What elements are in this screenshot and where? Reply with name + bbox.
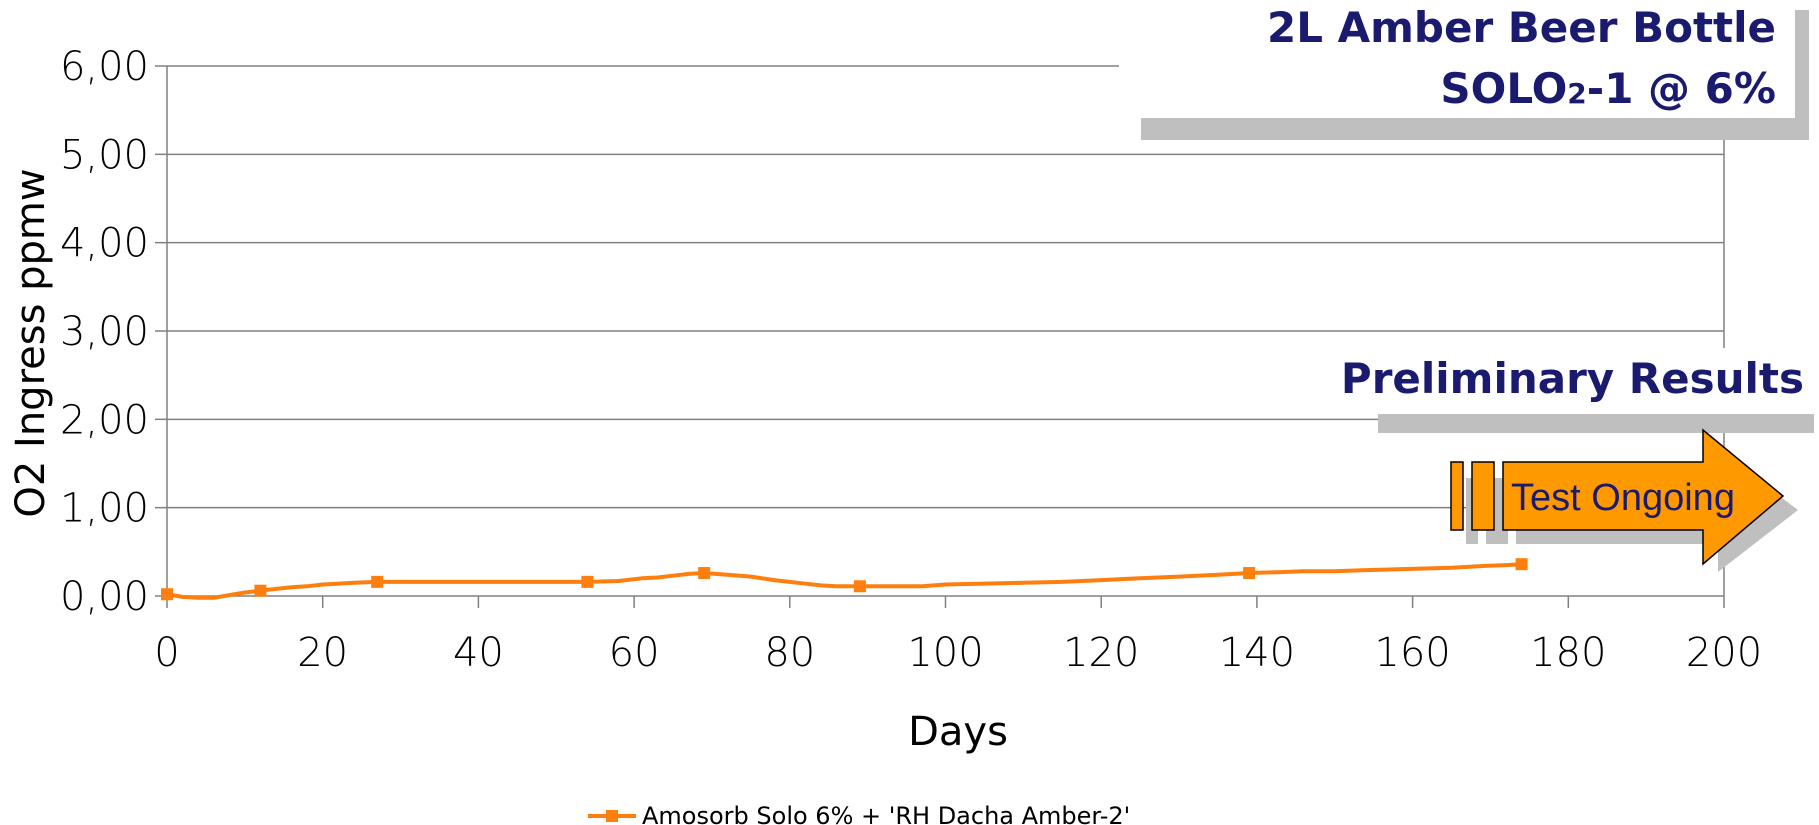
legend-marker [606, 810, 618, 822]
y-tick-label: 5,00 [60, 132, 149, 178]
arrow-stripe-1 [1450, 461, 1464, 531]
grid-lines [167, 65, 1724, 509]
x-tick-label: 120 [1063, 630, 1139, 676]
x-tick-label: 100 [907, 630, 983, 676]
title-solo: SOLO [1440, 64, 1567, 113]
series-marker [581, 575, 594, 588]
x-tick-label: 80 [764, 630, 815, 676]
y-tick-label: 1,00 [60, 486, 149, 532]
x-tick-labels: 0 20 40 60 80 100 120 140 160 180 200 [154, 630, 1762, 676]
series-marker [853, 580, 866, 593]
chart-title-line2: SOLO2-1 @ 6% [1440, 64, 1776, 113]
legend-label: Amosorb Solo 6% + 'RH Dacha Amber-2' [642, 802, 1130, 825]
y-tick-label: 3,00 [60, 309, 149, 355]
x-tick-label: 180 [1530, 630, 1606, 676]
axes [155, 65, 1725, 608]
y-tick-label: 2,00 [60, 397, 149, 443]
legend: Amosorb Solo 6% + 'RH Dacha Amber-2' [588, 802, 1130, 825]
y-axis-title: O2 Ingress ppmw [8, 168, 54, 517]
x-tick-label: 0 [154, 630, 179, 676]
preliminary-background [1378, 348, 1814, 414]
title-suffix: -1 @ 6% [1587, 64, 1776, 113]
title-subscript: 2 [1567, 77, 1586, 110]
arrow-body [1450, 428, 1785, 566]
series-marker [698, 567, 711, 580]
title-background [1130, 0, 1795, 118]
arrow-shape [1502, 428, 1785, 566]
test-ongoing-arrow: Test Ongoing [1450, 428, 1798, 572]
chart-title-line1: 2L Amber Beer Bottle [1267, 3, 1776, 52]
y-tick-labels: 0,00 1,00 2,00 3,00 4,00 5,00 6,00 [60, 44, 149, 620]
y-tick-label: 4,00 [60, 221, 149, 267]
series-marker [161, 588, 173, 601]
y-tick-label: 6,00 [60, 44, 149, 90]
title-box: 2L Amber Beer Bottle SOLO2-1 @ 6% [1130, 0, 1809, 140]
y-tick-label: 0,00 [60, 574, 149, 620]
series-layer [161, 558, 1528, 601]
preliminary-box: Preliminary Results [1341, 348, 1814, 433]
preliminary-results-label: Preliminary Results [1341, 354, 1804, 403]
arrow-stripe-2 [1471, 461, 1495, 531]
series-marker [1243, 567, 1256, 580]
test-ongoing-label: Test Ongoing [1511, 477, 1735, 519]
x-tick-label: 140 [1219, 630, 1295, 676]
x-tick-label: 200 [1686, 630, 1762, 676]
title-shadow-right [1795, 10, 1809, 140]
x-tick-label: 40 [453, 630, 504, 676]
series-marker [371, 575, 384, 588]
series-line [166, 562, 1522, 600]
x-tick-label: 20 [297, 630, 348, 676]
x-tick-label: 160 [1374, 630, 1450, 676]
series-marker [1515, 558, 1528, 571]
preliminary-shadow [1378, 413, 1814, 433]
series-marker [254, 584, 267, 597]
x-axis-title: Days [908, 709, 1008, 755]
x-tick-label: 60 [609, 630, 660, 676]
